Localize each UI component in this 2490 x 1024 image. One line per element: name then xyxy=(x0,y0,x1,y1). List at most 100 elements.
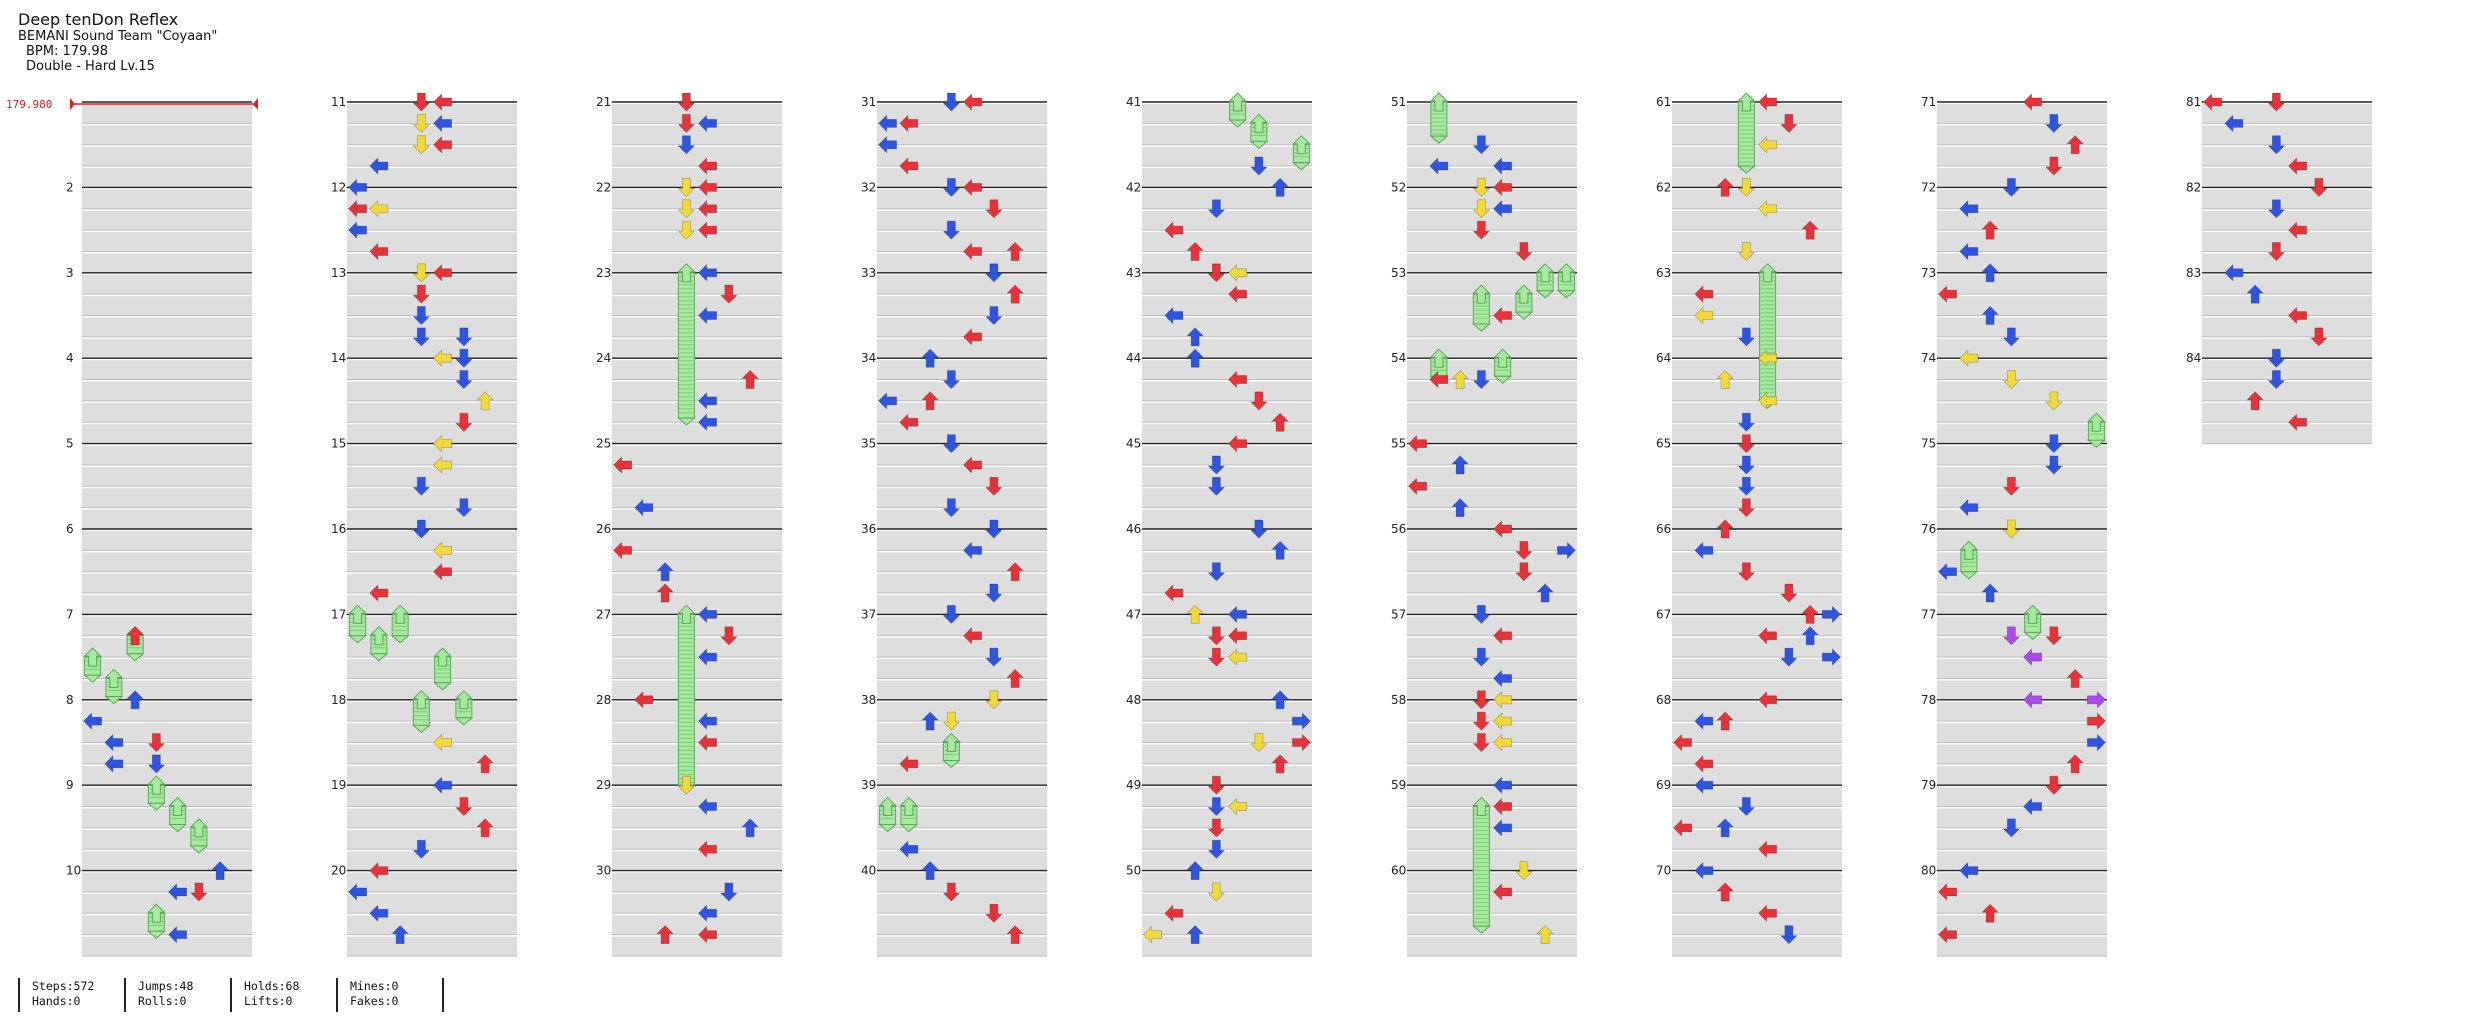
hold-note xyxy=(390,604,410,644)
arrow-icon xyxy=(412,306,431,326)
arrow-icon xyxy=(1472,733,1491,753)
stats-column: Steps:572 Hands:0 xyxy=(18,978,124,1012)
arrow-icon xyxy=(1429,157,1449,176)
hold-tail xyxy=(433,682,452,691)
arrow-icon xyxy=(433,455,453,474)
measure-number: 28 xyxy=(596,693,611,707)
arrow-icon xyxy=(1271,690,1290,710)
beat-stripe xyxy=(1142,744,1312,764)
arrow-icon xyxy=(1472,605,1491,624)
beat-stripe xyxy=(1142,104,1312,124)
measure-number: 84 xyxy=(2186,351,2201,365)
beat-stripe xyxy=(2202,402,2372,423)
arrow-icon xyxy=(942,732,961,752)
beat-stripe xyxy=(1407,701,1577,722)
arrow-icon xyxy=(963,327,983,346)
measure-block xyxy=(1672,357,1842,444)
arrow-icon xyxy=(677,177,696,197)
measure-block xyxy=(82,869,252,956)
measure-block xyxy=(1407,613,1577,700)
arrow-icon xyxy=(1493,669,1513,688)
arrow-icon xyxy=(433,647,452,667)
beat-stripe xyxy=(82,915,252,935)
beat-stripe xyxy=(1937,637,2107,658)
hold-note xyxy=(369,626,389,662)
measure-block xyxy=(877,784,1047,871)
beat-stripe xyxy=(1142,189,1312,209)
arrow-icon xyxy=(2288,221,2308,240)
beat-stripe xyxy=(612,146,782,167)
hold-note xyxy=(1472,284,1491,332)
hold-tail xyxy=(390,635,410,644)
beat-stripe xyxy=(82,744,252,764)
arrow-icon xyxy=(942,605,961,624)
arrow-icon xyxy=(1228,434,1248,453)
arrow-icon xyxy=(698,178,718,197)
hold-note xyxy=(1472,796,1491,934)
measure-number: 34 xyxy=(861,351,876,365)
arrow-icon xyxy=(412,263,431,283)
arrow-icon xyxy=(348,604,367,624)
arrow-icon xyxy=(698,413,718,432)
beat-stripe xyxy=(347,338,517,359)
beat-stripe xyxy=(2202,210,2372,231)
beat-stripe xyxy=(1937,424,2107,444)
arrow-icon xyxy=(1292,134,1311,155)
measure-block xyxy=(1672,784,1842,871)
hold-tail xyxy=(189,845,209,854)
arrow-icon xyxy=(963,455,983,474)
beat-stripe xyxy=(1142,701,1312,722)
measure-number: 40 xyxy=(861,864,876,878)
hold-note xyxy=(1493,348,1512,384)
arrow-icon xyxy=(2087,412,2106,432)
arrow-icon xyxy=(369,242,389,261)
beat-stripe xyxy=(612,787,782,807)
hold-tail xyxy=(1228,119,1247,128)
arrow-icon xyxy=(476,818,495,838)
arrow-icon xyxy=(1493,178,1513,197)
measure-block xyxy=(1672,442,1842,529)
arrow-icon xyxy=(1493,626,1513,645)
beat-stripe xyxy=(1937,552,2107,572)
beat-stripe xyxy=(1142,936,1312,956)
arrow-icon xyxy=(1493,712,1513,731)
arrow-icon xyxy=(878,391,898,410)
measure-block xyxy=(877,101,1047,188)
beat-stripe xyxy=(1672,531,1842,551)
beat-stripe xyxy=(1142,616,1312,636)
arrow-icon xyxy=(1737,434,1756,454)
measure-number: 24 xyxy=(596,351,611,365)
beat-stripe xyxy=(1142,253,1312,273)
measure-number: 71 xyxy=(1921,95,1936,109)
arrow-icon xyxy=(2224,114,2244,133)
arrow-icon xyxy=(878,114,898,133)
measure-number: 55 xyxy=(1391,437,1406,451)
arrow-icon xyxy=(1758,135,1778,154)
measure-block xyxy=(1142,699,1312,786)
beat-stripe xyxy=(82,424,252,444)
arrow-icon xyxy=(1207,562,1226,582)
beat-stripe xyxy=(612,338,782,359)
beat-stripe xyxy=(347,616,517,636)
beat-stripe xyxy=(612,381,782,401)
hold-note xyxy=(83,647,102,683)
beat-stripe xyxy=(347,210,517,231)
measure-block xyxy=(347,186,517,273)
arrow-icon xyxy=(2023,604,2042,624)
beat-stripe xyxy=(2202,232,2372,252)
arrow-icon xyxy=(613,541,633,560)
measure-number: 18 xyxy=(331,693,346,707)
beat-stripe xyxy=(1672,210,1842,231)
beat-stripe xyxy=(1937,744,2107,764)
beat-stripe xyxy=(877,146,1047,167)
beat-stripe xyxy=(612,659,782,679)
beat-stripe xyxy=(1407,253,1577,273)
measure-number: 32 xyxy=(861,180,876,194)
beat-stripe xyxy=(82,488,252,508)
beat-stripe xyxy=(1937,595,2107,615)
beat-stripe xyxy=(82,552,252,572)
arrow-icon xyxy=(1451,369,1470,389)
beat-stripe xyxy=(347,509,517,529)
arrow-icon xyxy=(921,348,940,368)
measure-number: 22 xyxy=(596,180,611,194)
